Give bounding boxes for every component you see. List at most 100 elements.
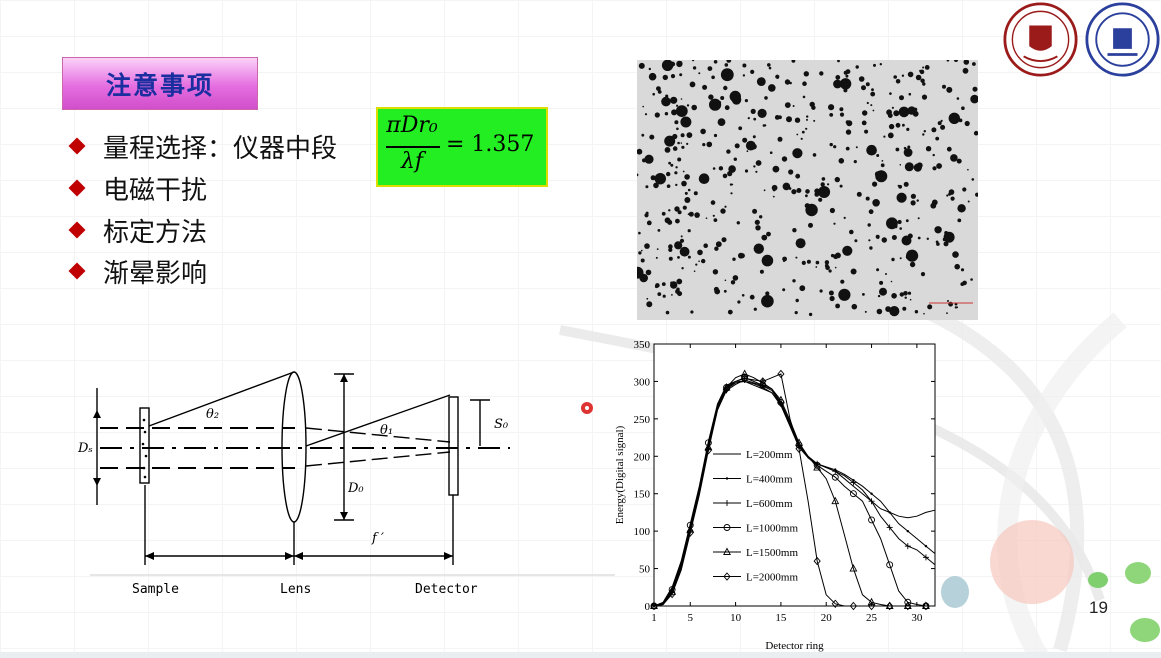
formula-value: = 1.357 bbox=[446, 132, 535, 157]
data-point bbox=[668, 589, 676, 599]
data-point bbox=[686, 528, 694, 537]
data-point bbox=[924, 544, 928, 548]
sample-label: Sample bbox=[132, 582, 179, 597]
university-of-technology-logo-icon bbox=[1085, 2, 1160, 77]
lens-label: Lens bbox=[280, 582, 311, 597]
y-tick-label: 300 bbox=[634, 376, 651, 388]
sample-cell bbox=[139, 407, 150, 484]
series-5 bbox=[650, 369, 935, 611]
series-line bbox=[653, 373, 935, 607]
bullet-item: 量程选择：仪器中段 bbox=[68, 128, 337, 164]
x-tick-label: 25 bbox=[866, 612, 878, 624]
section-title: 注意事项 bbox=[105, 70, 214, 100]
data-point bbox=[813, 556, 821, 566]
data-point bbox=[723, 572, 731, 581]
data-point bbox=[740, 369, 749, 377]
section-title-box: 注意事项 bbox=[62, 57, 258, 110]
data-point bbox=[831, 599, 839, 608]
bullet-text: 渐晕影响 bbox=[103, 258, 208, 289]
x-axis-label: Detector ring bbox=[765, 640, 824, 652]
data-point bbox=[886, 601, 894, 611]
data-point bbox=[777, 369, 785, 379]
so-label: S₀ bbox=[494, 417, 509, 432]
x-tick-label: 20 bbox=[821, 612, 833, 624]
data-point bbox=[723, 524, 731, 531]
data-point bbox=[888, 511, 891, 514]
droplet-sample-photo bbox=[631, 58, 980, 320]
legend-entry: L=400mm bbox=[746, 474, 793, 486]
optical-setup-diagram: Dₛ D₀ S₀ θ₂ θ₁ f ′ Sample Lens Detector bbox=[77, 371, 615, 597]
bullet-text: 电磁干扰 bbox=[103, 175, 208, 206]
x-tick-label: 30 bbox=[911, 612, 923, 624]
y-tick-label: 350 bbox=[634, 339, 651, 351]
x-tick-label: 10 bbox=[730, 612, 742, 624]
bullet-text: 量程选择：仪器中段 bbox=[103, 133, 338, 164]
x-tick-label: 5 bbox=[688, 612, 694, 624]
data-point bbox=[704, 446, 712, 455]
detector-plate bbox=[448, 396, 459, 496]
do-label: D₀ bbox=[347, 481, 364, 496]
theta2-label: θ₂ bbox=[206, 407, 219, 422]
focal-length-label: f ′ bbox=[371, 531, 384, 546]
formula-numerator: πDr₀ bbox=[386, 113, 438, 138]
data-point bbox=[722, 384, 731, 394]
bullet-item: 标定方法 bbox=[68, 212, 207, 248]
data-point bbox=[886, 561, 894, 569]
data-point bbox=[741, 374, 749, 383]
data-point bbox=[831, 473, 839, 481]
bullet-item: 渐晕影响 bbox=[68, 253, 207, 289]
formula-fraction-bar bbox=[386, 146, 440, 148]
data-point bbox=[849, 490, 857, 498]
formula-denominator: λf bbox=[400, 149, 424, 174]
data-point bbox=[813, 461, 821, 469]
x-tick-label: 15 bbox=[775, 612, 787, 624]
y-tick-label: 100 bbox=[634, 526, 651, 538]
data-point bbox=[867, 597, 876, 606]
x-tick-label: 1 bbox=[651, 612, 657, 624]
y-tick-label: 0 bbox=[645, 601, 651, 613]
data-point bbox=[868, 516, 875, 524]
data-point bbox=[870, 492, 873, 495]
data-point bbox=[776, 395, 785, 404]
data-point bbox=[813, 463, 822, 471]
ds-label: Dₛ bbox=[77, 441, 93, 456]
data-point bbox=[867, 601, 876, 611]
y-tick-label: 200 bbox=[634, 451, 651, 463]
data-point bbox=[795, 444, 803, 453]
data-point bbox=[759, 377, 767, 386]
y-tick-label: 50 bbox=[639, 564, 651, 576]
detector-label: Detector bbox=[415, 582, 478, 597]
plot-area bbox=[653, 343, 936, 607]
bottom-bar bbox=[0, 652, 1161, 658]
y-tick-label: 150 bbox=[634, 489, 651, 501]
y-tick-label: 250 bbox=[634, 414, 651, 426]
data-point bbox=[904, 598, 912, 606]
bullet-diamond-icon bbox=[68, 137, 86, 155]
legend-entry: L=200mm bbox=[746, 449, 793, 461]
data-point bbox=[725, 477, 729, 480]
data-point bbox=[904, 601, 912, 611]
data-point bbox=[906, 529, 910, 533]
tianjin-university-logo-icon bbox=[1003, 2, 1078, 77]
bullet-text: 标定方法 bbox=[103, 217, 208, 248]
data-point bbox=[723, 547, 731, 555]
theta1-label: θ₁ bbox=[380, 423, 393, 438]
data-point bbox=[650, 601, 658, 611]
droplet-photo-image bbox=[631, 58, 980, 320]
legend-entry: L=1500mm bbox=[746, 547, 798, 559]
data-point bbox=[849, 601, 858, 611]
legend-entry: L=2000mm bbox=[746, 572, 798, 584]
bullet-diamond-icon bbox=[68, 262, 86, 280]
formula-box: πDr₀ λf = 1.357 bbox=[376, 107, 548, 187]
bullet-item: 电磁干扰 bbox=[68, 170, 207, 206]
data-point bbox=[849, 564, 858, 572]
page-number: 19 bbox=[1089, 598, 1108, 617]
bullet-diamond-icon bbox=[68, 179, 86, 197]
bullet-diamond-icon bbox=[68, 221, 86, 239]
legend-entry: L=1000mm bbox=[746, 523, 798, 535]
data-point bbox=[831, 496, 840, 505]
y-axis-label: Energy(Digital signal) bbox=[614, 425, 626, 524]
legend-entry: L=600mm bbox=[746, 498, 793, 510]
data-point bbox=[922, 601, 930, 611]
